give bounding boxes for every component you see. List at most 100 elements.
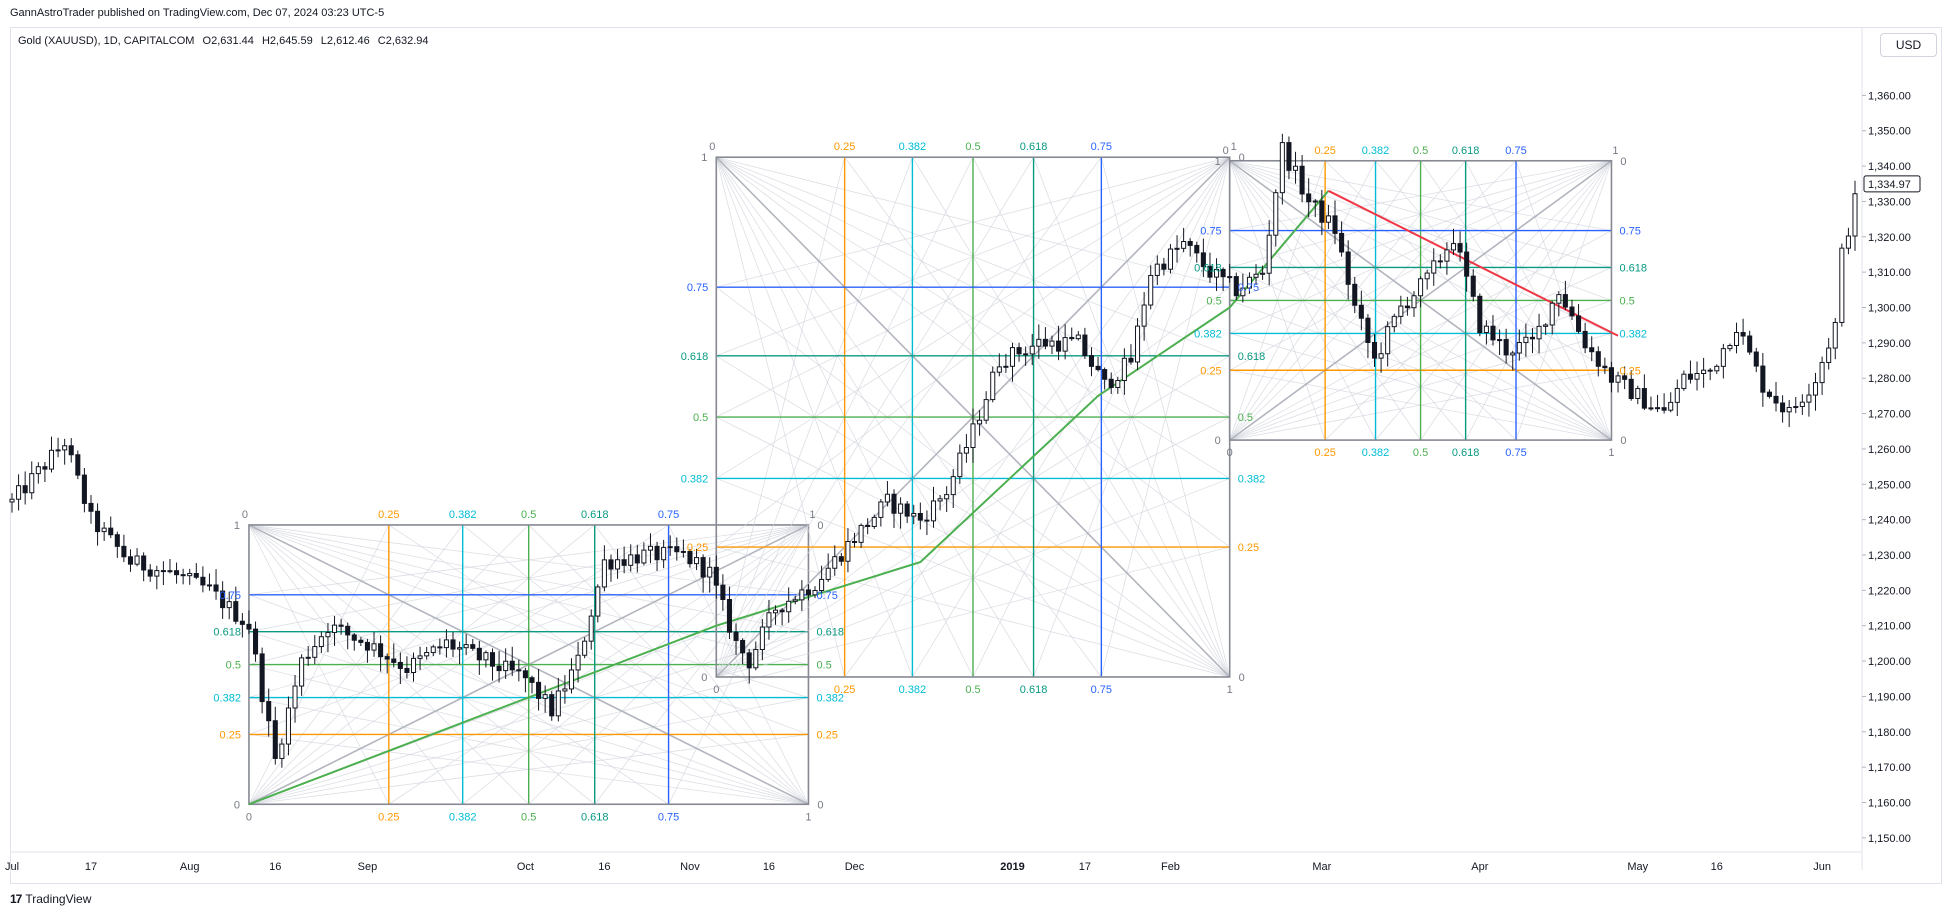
candle-down	[1404, 305, 1410, 309]
candle	[509, 646, 515, 676]
candle-down	[1602, 365, 1608, 369]
candle-up	[753, 649, 759, 669]
level-label-top: 0.618	[1452, 145, 1480, 157]
currency-button[interactable]: USD	[1880, 33, 1937, 57]
candle-up	[318, 636, 324, 648]
candle-up	[1418, 278, 1424, 297]
candle	[1042, 327, 1048, 350]
price-tick-label: 1,350.00	[1868, 126, 1911, 138]
candle-up	[766, 612, 772, 628]
candle-up	[1003, 365, 1009, 368]
candle	[746, 648, 752, 684]
candle-down	[1352, 283, 1358, 306]
candle-down	[549, 694, 555, 717]
candle	[496, 650, 502, 683]
candle-up	[595, 586, 601, 617]
candle	[206, 573, 212, 591]
candle-up	[226, 601, 232, 609]
candle	[1411, 291, 1417, 317]
candle	[838, 552, 844, 566]
candle	[654, 541, 660, 571]
candle	[1760, 353, 1766, 407]
price-tick-label: 1,240.00	[1868, 515, 1911, 527]
candle-up	[568, 669, 575, 690]
candle-down	[266, 701, 272, 722]
candle-down	[108, 527, 114, 536]
candle-down	[1589, 347, 1595, 353]
candles-layer	[9, 133, 1858, 768]
candle-up	[430, 646, 436, 654]
candle-down	[536, 681, 542, 699]
candle	[990, 366, 996, 403]
candle	[825, 553, 831, 582]
candle	[1780, 395, 1786, 423]
level-label-bottom: 0.382	[449, 811, 477, 823]
corner-label: 0	[1215, 435, 1221, 447]
candle	[233, 586, 239, 625]
candle	[108, 516, 114, 539]
chart-frame	[10, 27, 1942, 884]
candle	[1378, 342, 1384, 373]
candle	[397, 652, 403, 684]
candle-down	[246, 623, 252, 630]
candle-up	[977, 419, 983, 425]
candle	[253, 621, 259, 662]
candle-up	[1714, 365, 1720, 372]
downtrend-line	[1327, 189, 1619, 337]
candle-up	[832, 556, 838, 569]
price-tick-label: 1,190.00	[1868, 691, 1911, 703]
candle-up	[1141, 304, 1147, 327]
candle-down	[476, 647, 482, 661]
candle	[437, 638, 443, 655]
price-tick-label: 1,200.00	[1868, 656, 1911, 668]
candle	[121, 534, 127, 563]
candle-up	[29, 473, 35, 494]
candle-down	[1608, 367, 1614, 383]
candle-up	[483, 652, 489, 661]
candle-down	[81, 474, 87, 504]
candle-down	[904, 503, 910, 517]
candle	[1207, 252, 1213, 283]
candle	[634, 544, 640, 573]
candle	[937, 495, 943, 511]
symbol-name[interactable]: Gold (XAUUSD), 1D, CAPITALCOM	[18, 35, 195, 47]
candle	[661, 539, 667, 569]
candle	[1733, 322, 1740, 354]
candle	[101, 522, 107, 541]
candle-up	[325, 631, 331, 638]
candle	[1483, 320, 1489, 345]
candle-down	[1332, 215, 1338, 234]
candle	[312, 635, 318, 665]
candle	[1529, 328, 1536, 354]
candle-down	[1569, 306, 1575, 317]
candle	[29, 461, 35, 500]
candle	[1056, 325, 1062, 361]
candle	[753, 641, 759, 671]
candle-up	[707, 566, 713, 578]
candle-down	[1760, 365, 1766, 393]
candle-up	[1444, 249, 1450, 262]
candle	[193, 563, 199, 580]
price-tick-label: 1,340.00	[1868, 161, 1911, 173]
candle	[1589, 336, 1595, 362]
candle	[1694, 361, 1700, 391]
candle	[575, 641, 581, 683]
level-label-bottom: 0.25	[834, 684, 855, 696]
candle-up	[1845, 235, 1851, 249]
candle-up	[305, 656, 311, 659]
candle	[489, 648, 496, 681]
level-label-left: 0.618	[213, 627, 241, 639]
level-label-top: 0.382	[899, 141, 927, 153]
candle-down	[1319, 200, 1325, 223]
candle	[1556, 291, 1562, 317]
candle-down	[121, 545, 127, 558]
candle	[239, 613, 245, 638]
brand-text: TradingView	[25, 892, 92, 906]
candle-up	[898, 503, 904, 514]
candle	[865, 518, 871, 535]
candle	[391, 643, 397, 668]
candle-up	[1852, 193, 1858, 237]
candle	[371, 632, 377, 657]
candle-up	[996, 366, 1002, 373]
